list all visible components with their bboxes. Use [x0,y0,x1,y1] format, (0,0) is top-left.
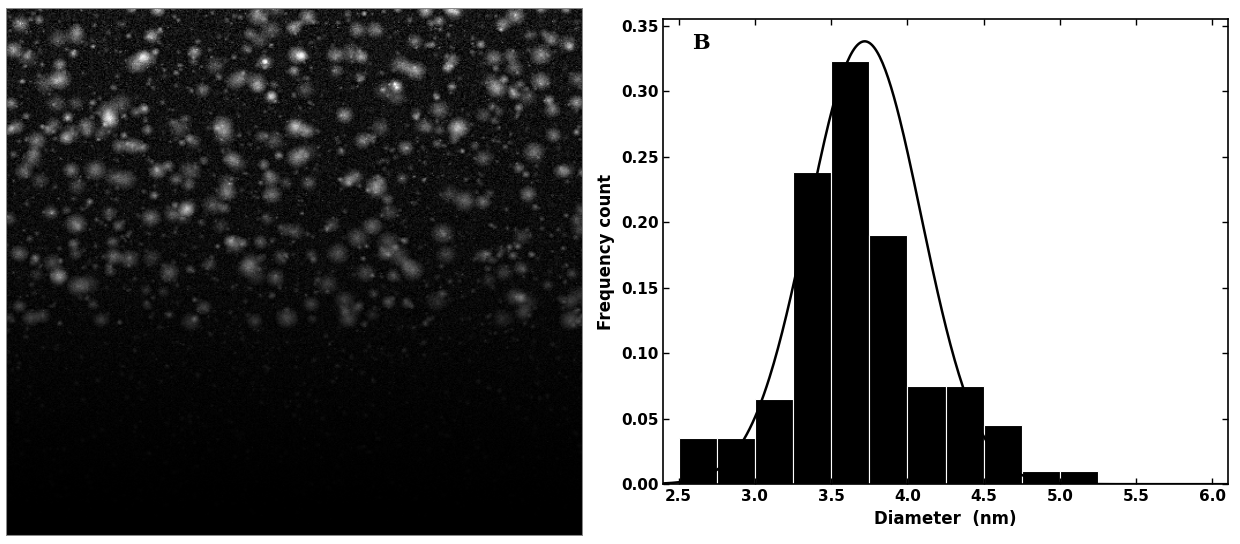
Y-axis label: Frequency count: Frequency count [598,174,615,330]
Bar [1060,471,1097,484]
Bar [869,235,908,484]
Bar [908,386,945,484]
Bar [794,172,831,484]
X-axis label: Diameter  (nm): Diameter (nm) [874,510,1017,528]
Bar [1022,471,1060,484]
Bar [678,438,717,484]
Bar [946,386,983,484]
Bar [717,438,755,484]
Bar [983,425,1022,484]
Bar [755,399,794,484]
Bar [6,8,583,536]
Text: B: B [692,33,709,53]
Bar [831,61,869,484]
